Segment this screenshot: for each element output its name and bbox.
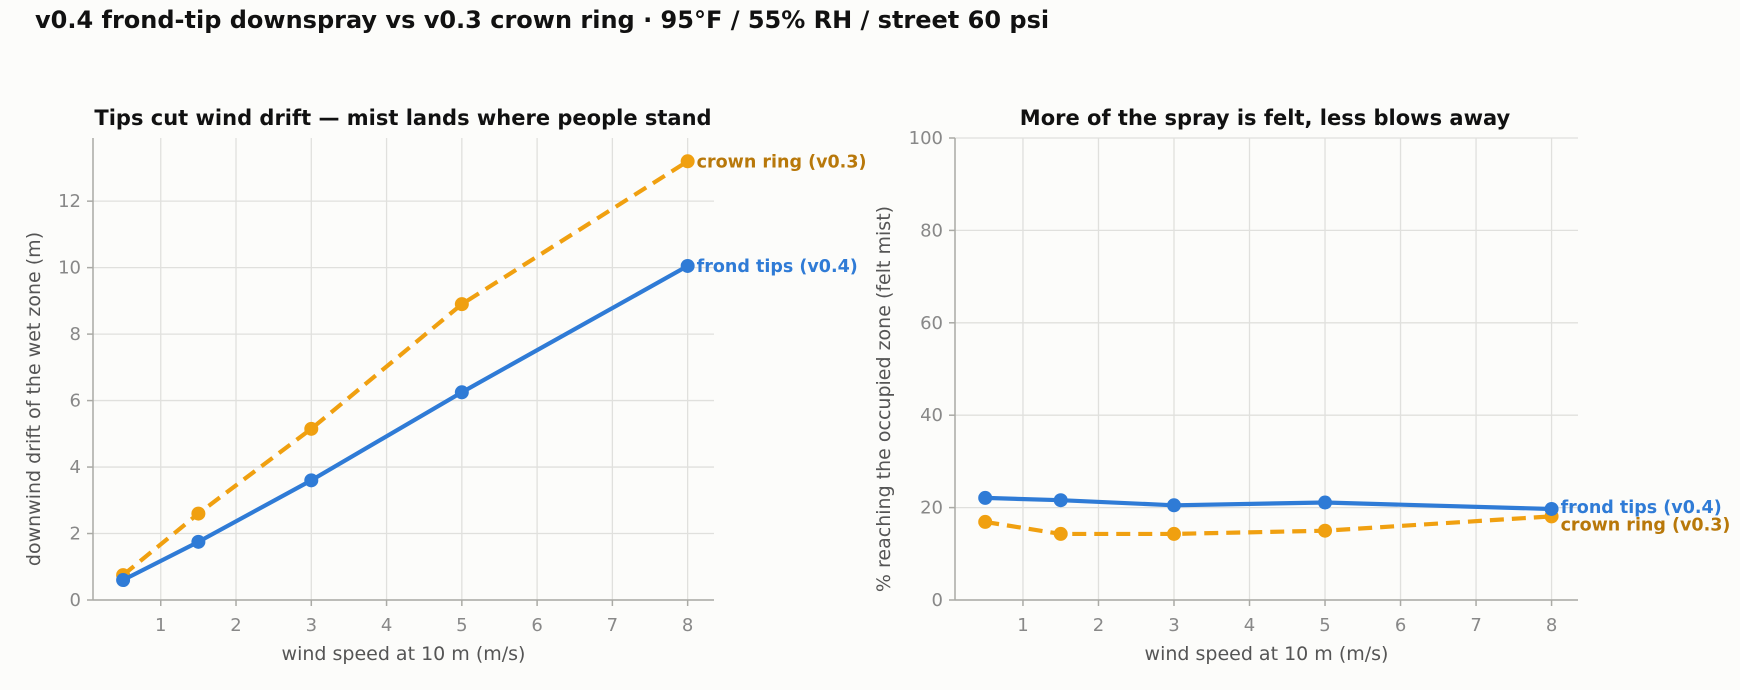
data-point-ring — [191, 506, 206, 521]
y-tick-label: 0 — [70, 590, 81, 611]
data-point-ring — [454, 297, 469, 312]
x-axis-label: wind speed at 10 m (m/s) — [282, 643, 526, 665]
data-point-tips — [191, 534, 206, 549]
data-point-ring — [1166, 526, 1181, 541]
x-tick-label: 1 — [1017, 615, 1028, 636]
y-tick-label: 80 — [920, 220, 943, 241]
y-tick-label: 100 — [909, 128, 943, 149]
data-point-tips — [304, 473, 319, 488]
x-axis-label: wind speed at 10 m (m/s) — [1145, 643, 1389, 665]
y-tick-label: 8 — [70, 324, 81, 345]
x-tick-label: 8 — [682, 615, 693, 636]
y-tick-label: 10 — [58, 258, 81, 279]
x-tick-label: 3 — [1168, 615, 1179, 636]
data-point-tips — [680, 258, 695, 273]
figure-title: v0.4 frond-tip downspray vs v0.3 crown r… — [35, 6, 1050, 34]
x-tick-label: 2 — [230, 615, 241, 636]
data-point-ring — [304, 421, 319, 436]
x-tick-label: 4 — [1244, 615, 1255, 636]
data-point-ring — [680, 154, 695, 169]
data-point-ring — [978, 514, 993, 529]
data-point-ring — [1318, 523, 1333, 538]
data-point-tips — [1318, 495, 1333, 510]
data-point-tips — [454, 385, 469, 400]
x-tick-label: 3 — [306, 615, 317, 636]
series-line-ring — [984, 514, 1552, 537]
chart-title: Tips cut wind drift — mist lands where p… — [94, 106, 711, 130]
x-tick-label: 8 — [1546, 615, 1557, 636]
x-tick-label: 5 — [456, 615, 467, 636]
y-tick-label: 60 — [920, 313, 943, 334]
x-tick-label: 5 — [1319, 615, 1330, 636]
data-point-tips — [116, 573, 131, 588]
y-tick-label: 12 — [58, 191, 81, 212]
chart-title: More of the spray is felt, less blows aw… — [1020, 106, 1511, 130]
series-end-label-tips: frond tips (v0.4) — [1561, 498, 1722, 518]
y-tick-label: 2 — [70, 524, 81, 545]
series-end-label-ring: crown ring (v0.3) — [1561, 515, 1731, 535]
x-tick-label: 2 — [1093, 615, 1104, 636]
y-axis-label: % reaching the occupied zone (felt mist) — [873, 206, 895, 592]
series-end-label-tips: frond tips (v0.4) — [697, 257, 858, 277]
series-line-ring — [121, 159, 689, 577]
data-point-ring — [1053, 526, 1068, 541]
x-tick-label: 7 — [607, 615, 618, 636]
data-point-tips — [1166, 498, 1181, 513]
series-end-label-ring: crown ring (v0.3) — [697, 152, 867, 172]
y-tick-label: 20 — [920, 498, 943, 519]
y-tick-label: 0 — [932, 590, 943, 611]
x-tick-label: 7 — [1470, 615, 1481, 636]
data-point-tips — [978, 490, 993, 505]
y-tick-label: 4 — [70, 457, 81, 478]
x-tick-label: 1 — [155, 615, 166, 636]
x-tick-label: 6 — [1395, 615, 1406, 636]
y-axis-label: downwind drift of the wet zone (m) — [23, 232, 45, 566]
data-point-tips — [1544, 501, 1559, 516]
x-tick-label: 4 — [381, 615, 392, 636]
x-tick-label: 6 — [531, 615, 542, 636]
y-tick-label: 6 — [70, 391, 81, 412]
y-tick-label: 40 — [920, 405, 943, 426]
data-point-tips — [1053, 493, 1068, 508]
